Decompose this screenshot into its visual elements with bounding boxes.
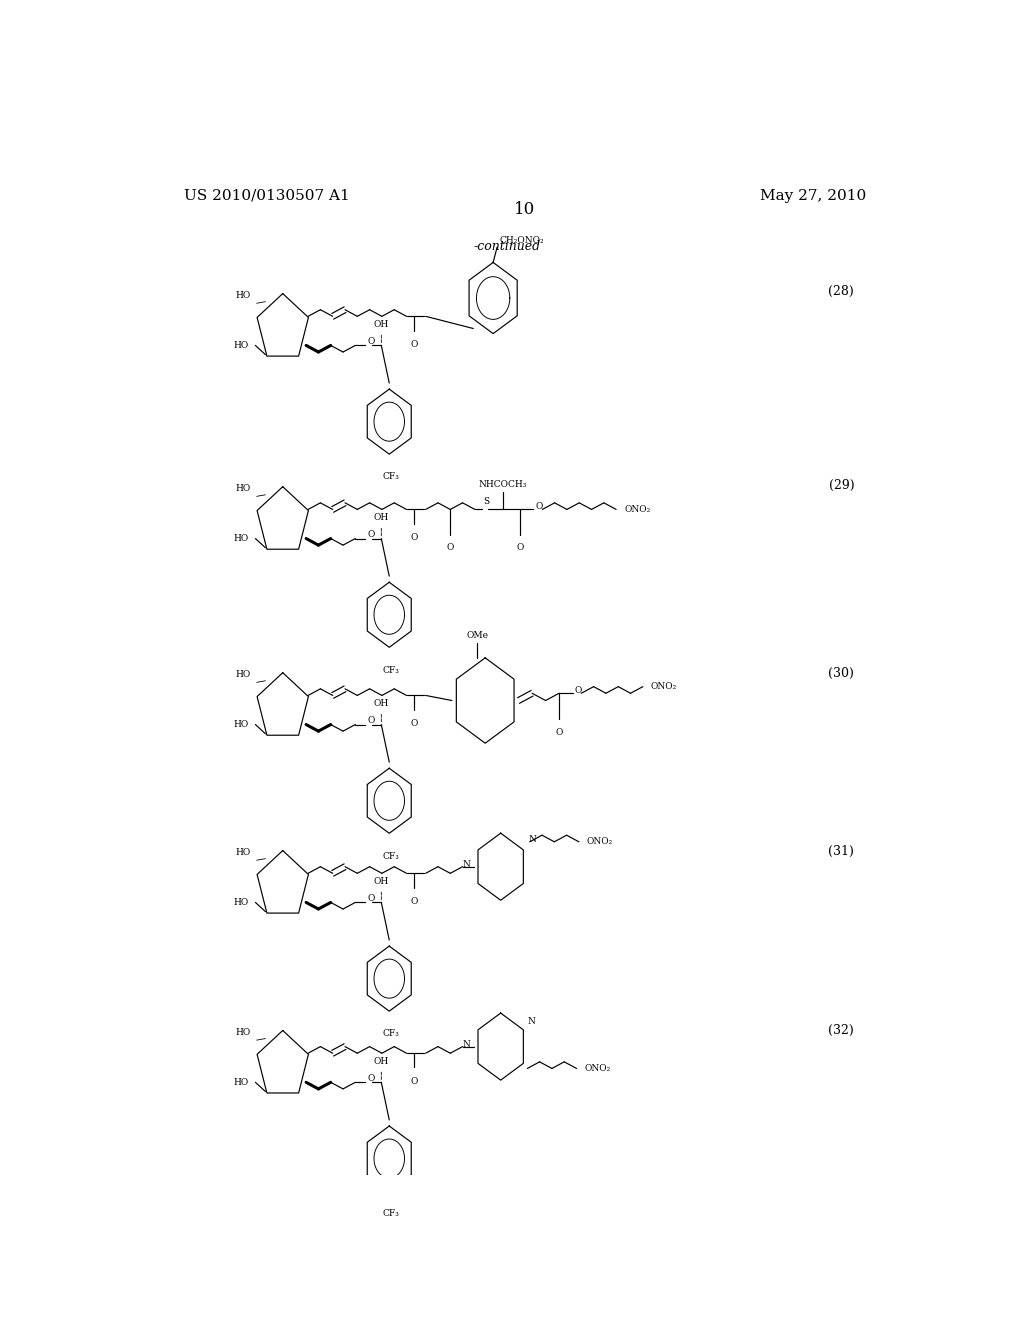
- Text: O: O: [516, 543, 524, 552]
- Text: -continued: -continued: [473, 240, 541, 252]
- Text: May 27, 2010: May 27, 2010: [760, 189, 866, 203]
- Text: O: O: [536, 502, 543, 511]
- Text: O: O: [368, 894, 375, 903]
- Text: O: O: [368, 337, 375, 346]
- Text: HO: HO: [233, 1078, 248, 1086]
- Text: NHCOCH₃: NHCOCH₃: [478, 480, 526, 490]
- Text: ONO₂: ONO₂: [585, 1064, 610, 1073]
- Text: OMe: OMe: [466, 631, 488, 639]
- Text: HO: HO: [236, 292, 251, 300]
- Text: HO: HO: [236, 484, 251, 494]
- Text: N: N: [528, 836, 536, 845]
- Text: CF₃: CF₃: [382, 665, 399, 675]
- Text: O: O: [411, 1077, 418, 1086]
- Text: HO: HO: [233, 341, 248, 350]
- Text: S: S: [483, 498, 489, 507]
- Text: HO: HO: [233, 719, 248, 729]
- Text: O: O: [575, 685, 583, 694]
- Text: (28): (28): [828, 285, 854, 298]
- Text: N: N: [463, 861, 470, 869]
- Text: O: O: [368, 529, 375, 539]
- Text: HO: HO: [236, 849, 251, 857]
- Text: O: O: [368, 1073, 375, 1082]
- Text: US 2010/0130507 A1: US 2010/0130507 A1: [183, 189, 349, 203]
- Text: O: O: [411, 341, 418, 350]
- Text: CF₃: CF₃: [382, 1030, 399, 1039]
- Text: (29): (29): [828, 479, 854, 491]
- Text: O: O: [446, 543, 454, 552]
- Text: CF₃: CF₃: [382, 1209, 399, 1218]
- Text: O: O: [368, 715, 375, 725]
- Text: OH: OH: [374, 321, 389, 329]
- Text: CF₃: CF₃: [382, 473, 399, 482]
- Text: (30): (30): [828, 667, 854, 680]
- Text: O: O: [411, 719, 418, 729]
- Text: CH₂ONO₂: CH₂ONO₂: [500, 236, 544, 246]
- Text: O: O: [411, 533, 418, 543]
- Text: ONO₂: ONO₂: [651, 682, 677, 692]
- Text: HO: HO: [236, 1028, 251, 1038]
- Text: O: O: [555, 727, 563, 737]
- Text: 10: 10: [514, 201, 536, 218]
- Text: (31): (31): [828, 845, 854, 858]
- Text: ONO₂: ONO₂: [587, 837, 613, 846]
- Text: N: N: [463, 1040, 470, 1049]
- Text: HO: HO: [233, 535, 248, 543]
- Text: OH: OH: [374, 1057, 389, 1067]
- Text: OH: OH: [374, 700, 389, 709]
- Text: HO: HO: [236, 671, 251, 680]
- Text: OH: OH: [374, 878, 389, 886]
- Text: O: O: [411, 898, 418, 907]
- Text: HO: HO: [233, 898, 248, 907]
- Text: ONO₂: ONO₂: [624, 506, 650, 513]
- Text: CF₃: CF₃: [382, 851, 399, 861]
- Text: OH: OH: [374, 513, 389, 523]
- Text: N: N: [527, 1018, 536, 1026]
- Text: (32): (32): [828, 1024, 854, 1038]
